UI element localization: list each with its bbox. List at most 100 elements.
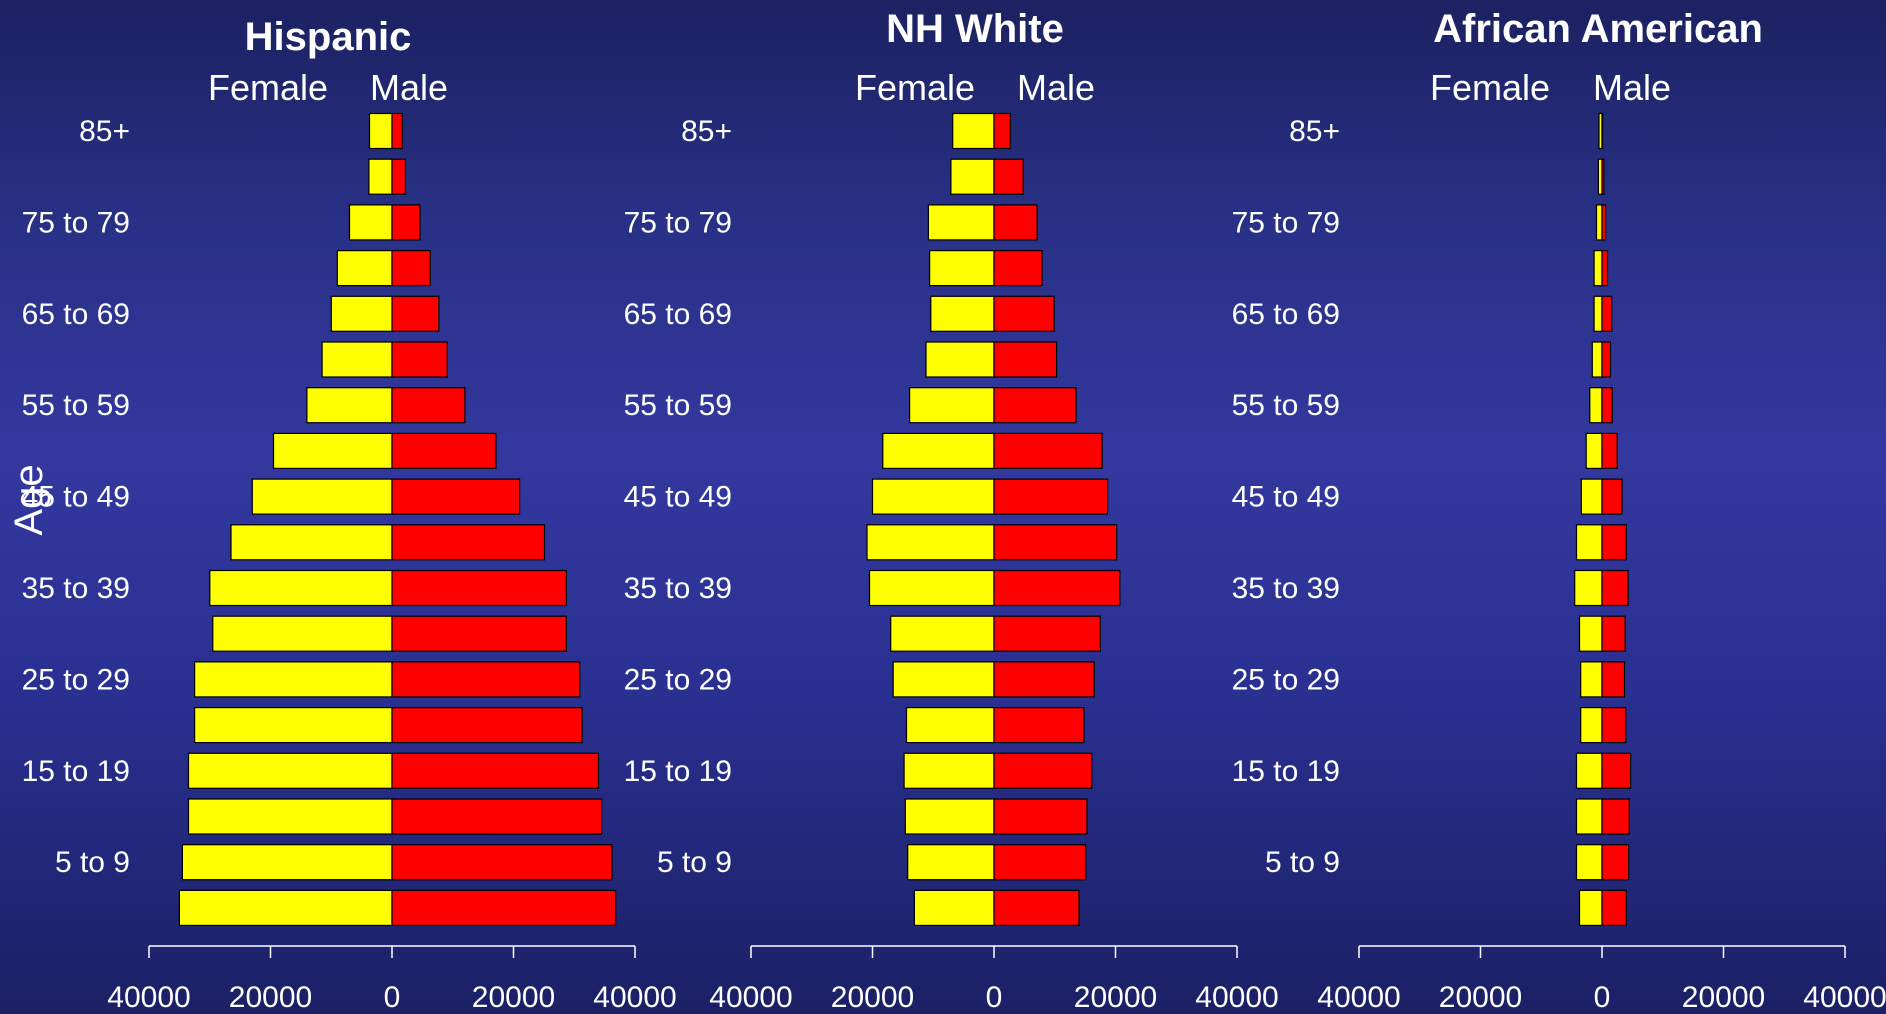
bar-male-8 xyxy=(391,478,521,515)
x-axis-african-american: 40000 20000 0 20000 40000 xyxy=(1317,945,1886,1014)
bar-female-5 xyxy=(925,341,995,378)
bar-male-6 xyxy=(391,387,466,424)
bar-female-4 xyxy=(1593,295,1603,332)
bar-male-8 xyxy=(1601,478,1623,515)
bar-male-14 xyxy=(1601,752,1632,789)
age-tick-label: 55 to 59 xyxy=(1232,389,1340,422)
bar-female-6 xyxy=(306,387,393,424)
panel-title: NH White xyxy=(886,7,1064,51)
bar-male-14 xyxy=(391,752,600,789)
x-tick-label: 0 xyxy=(384,981,401,1014)
bar-male-9 xyxy=(1601,524,1627,561)
age-tick-label: 5 to 9 xyxy=(1265,846,1340,879)
age-tick-label: 15 to 19 xyxy=(624,755,732,788)
bars-hispanic xyxy=(178,112,617,927)
bar-female-5 xyxy=(321,341,393,378)
panel-nh-white: NH White Female Male 85+ 75 to 79 65 to 69… xyxy=(624,7,1279,1014)
age-tick-label: 65 to 69 xyxy=(1232,298,1340,331)
bar-male-0 xyxy=(993,112,1011,150)
bar-male-13 xyxy=(993,706,1085,744)
age-tick-label: 35 to 39 xyxy=(1232,572,1340,605)
bar-male-15 xyxy=(1601,798,1630,835)
x-tick-label: 40000 xyxy=(593,981,676,1014)
panel-title: African American xyxy=(1433,7,1763,51)
x-tick-label: 20000 xyxy=(1682,981,1765,1014)
bar-male-8 xyxy=(993,478,1109,515)
bar-female-12 xyxy=(194,661,393,698)
x-tick-label: 40000 xyxy=(107,981,190,1014)
bar-female-15 xyxy=(904,798,995,835)
bar-male-16 xyxy=(1601,844,1630,881)
x-tick-label: 20000 xyxy=(229,981,312,1014)
bar-male-11 xyxy=(993,615,1101,652)
bar-female-13 xyxy=(1580,706,1603,744)
bar-female-5 xyxy=(1591,341,1603,378)
bar-female-11 xyxy=(890,615,995,652)
bar-male-6 xyxy=(1601,387,1613,424)
age-tick-label: 5 to 9 xyxy=(55,846,130,879)
female-label: Female xyxy=(208,67,328,108)
bar-female-10 xyxy=(1574,569,1603,607)
bar-female-0 xyxy=(368,112,393,150)
bar-male-15 xyxy=(391,798,603,835)
bar-female-8 xyxy=(251,478,393,515)
age-tick-label: 45 to 49 xyxy=(1232,481,1340,514)
bar-female-10 xyxy=(868,569,995,607)
bars-nh-white xyxy=(866,112,1121,927)
panel-hispanic: Hispanic Female Male 85+ 75 to 79 65 to 69… xyxy=(22,15,677,1014)
bar-male-13 xyxy=(391,706,583,744)
bar-male-5 xyxy=(1601,341,1612,378)
bar-male-4 xyxy=(1601,295,1613,332)
x-axis-hispanic: 40000 20000 0 20000 40000 xyxy=(107,945,677,1014)
bar-female-1 xyxy=(368,158,393,195)
bar-male-0 xyxy=(391,112,403,150)
bar-male-7 xyxy=(391,432,497,469)
bar-female-3 xyxy=(1593,250,1603,287)
bar-female-6 xyxy=(908,387,995,424)
bar-female-9 xyxy=(1575,524,1603,561)
x-tick-label: 40000 xyxy=(1317,981,1400,1014)
bar-male-3 xyxy=(391,250,431,287)
bar-male-17 xyxy=(993,889,1080,927)
age-tick-label: 25 to 29 xyxy=(1232,663,1340,696)
bar-female-16 xyxy=(1575,844,1603,881)
bar-male-1 xyxy=(993,158,1024,195)
bar-female-11 xyxy=(1578,615,1603,652)
bar-female-8 xyxy=(871,478,995,515)
age-tick-label: 45 to 49 xyxy=(22,481,130,514)
bar-male-12 xyxy=(993,661,1095,698)
bar-male-10 xyxy=(391,569,567,607)
bar-female-0 xyxy=(952,112,995,150)
bar-male-6 xyxy=(993,387,1077,424)
bar-female-9 xyxy=(866,524,995,561)
bar-female-1 xyxy=(950,158,995,195)
bar-male-0 xyxy=(1601,112,1604,150)
bar-female-11 xyxy=(212,615,393,652)
age-tick-label: 15 to 19 xyxy=(1232,755,1340,788)
female-label: Female xyxy=(855,67,975,108)
bar-male-9 xyxy=(391,524,546,561)
bar-male-10 xyxy=(993,569,1121,607)
age-tick-label: 35 to 39 xyxy=(624,572,732,605)
bar-female-17 xyxy=(178,889,393,927)
panel-title: Hispanic xyxy=(245,15,412,59)
age-labels-african-american: 85+ 75 to 79 65 to 69 55 to 59 45 to 49 35 to… xyxy=(1232,115,1340,879)
bar-female-3 xyxy=(336,250,393,287)
bar-female-15 xyxy=(1575,798,1603,835)
bar-male-3 xyxy=(1601,250,1609,287)
bar-male-15 xyxy=(993,798,1088,835)
bar-male-5 xyxy=(391,341,448,378)
bar-male-4 xyxy=(993,295,1055,332)
male-label: Male xyxy=(370,67,448,108)
bar-male-1 xyxy=(391,158,406,195)
bar-male-2 xyxy=(1601,204,1607,241)
bar-male-11 xyxy=(1601,615,1626,652)
x-tick-label: 40000 xyxy=(709,981,792,1014)
bar-male-10 xyxy=(1601,569,1629,607)
bar-female-6 xyxy=(1589,387,1603,424)
bar-female-17 xyxy=(913,889,995,927)
bar-male-9 xyxy=(993,524,1118,561)
bar-male-17 xyxy=(391,889,617,927)
male-label: Male xyxy=(1593,67,1671,108)
bar-male-11 xyxy=(391,615,567,652)
